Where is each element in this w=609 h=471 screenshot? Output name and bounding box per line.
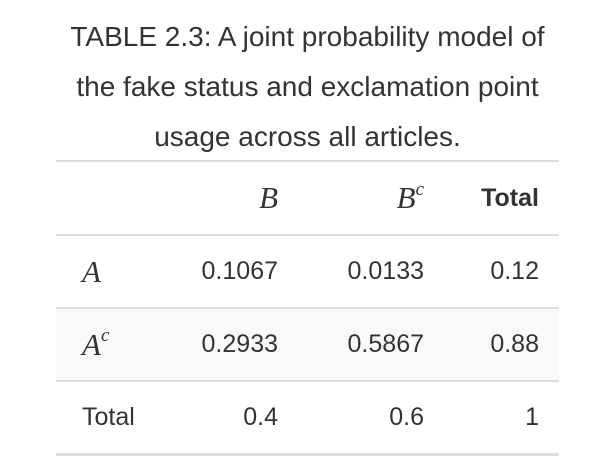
cell-ac-b: 0.2933 [181, 307, 298, 381]
table-row-a-complement: Ac 0.2933 0.5867 0.88 [56, 307, 559, 381]
cell-total-b: 0.4 [181, 380, 298, 456]
row-label-total: Total [56, 380, 181, 456]
cell-ac-total: 0.88 [444, 307, 559, 381]
table-row-a: A 0.1067 0.0133 0.12 [56, 234, 559, 308]
complement-superscript: c [415, 178, 424, 200]
column-header-b-label: B [259, 180, 278, 215]
cell-a-total: 0.12 [444, 234, 559, 308]
row-label-a-math: A [82, 253, 101, 289]
column-header-b-complement: Bc [298, 160, 444, 235]
complement-superscript: c [100, 325, 110, 347]
cell-a-bc: 0.0133 [298, 234, 444, 308]
header-corner-cell [56, 160, 181, 235]
joint-probability-table: B Bc Total A 0.1067 0.0133 0.12 Ac 0.293… [56, 160, 559, 456]
cell-total-total: 1 [444, 380, 559, 456]
cell-total-bc: 0.6 [298, 380, 444, 456]
table-caption: TABLE 2.3: A joint probability model of … [70, 21, 545, 152]
table-row-total: Total 0.4 0.6 1 [56, 380, 559, 456]
row-label-a-complement: Ac [56, 307, 181, 381]
row-label-a-complement-math: A [82, 326, 101, 362]
table-header-row: B Bc Total [56, 160, 559, 235]
row-label-a: A [56, 234, 181, 308]
column-header-total: Total [444, 160, 559, 235]
cell-a-b: 0.1067 [181, 234, 298, 308]
column-header-b: B [181, 160, 298, 235]
column-header-b-complement-label: B [396, 180, 416, 215]
cell-ac-bc: 0.5867 [298, 307, 444, 381]
